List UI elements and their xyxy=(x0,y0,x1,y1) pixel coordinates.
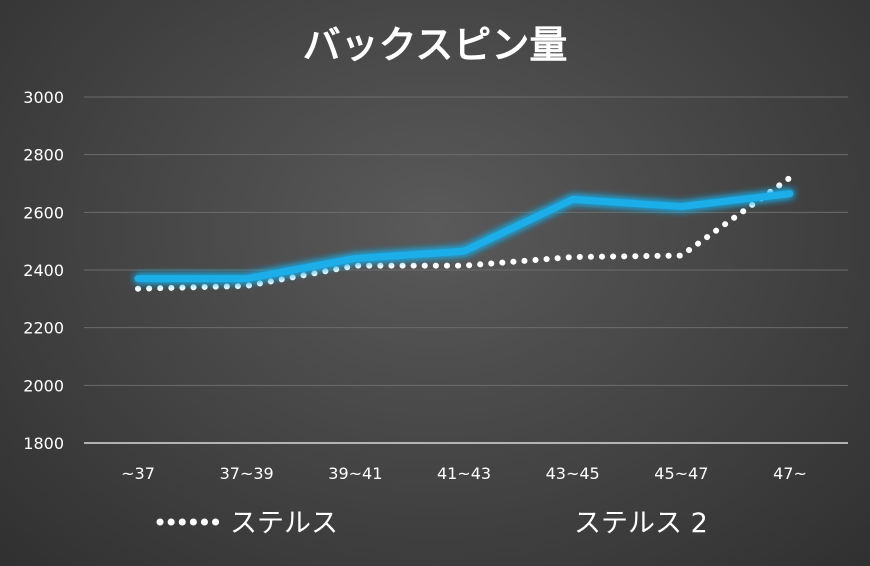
x-axis-ticks: ~37 37~39 39~41 41~43 43~45 45~47 47~ xyxy=(121,464,807,483)
y-tick-label: 3000 xyxy=(23,88,64,107)
x-tick-label: 43~45 xyxy=(546,464,600,483)
data-point xyxy=(790,177,791,178)
y-tick-label: 2400 xyxy=(23,261,64,280)
x-tick-label: ~37 xyxy=(121,464,155,483)
data-point xyxy=(138,278,139,279)
data-point xyxy=(572,199,573,200)
x-tick-label: 41~43 xyxy=(437,464,491,483)
data-point xyxy=(464,251,465,252)
data-point xyxy=(681,206,682,207)
chart-title: バックスピン量 xyxy=(303,23,568,67)
data-point xyxy=(355,265,356,266)
legend-label-2: ステルス 2 xyxy=(574,508,708,539)
y-tick-label: 2200 xyxy=(23,319,64,338)
series-lines xyxy=(134,174,794,292)
data-point xyxy=(355,258,356,259)
x-tick-label: 47~ xyxy=(773,464,807,483)
y-tick-label: 2800 xyxy=(23,146,64,165)
x-tick-label: 45~47 xyxy=(654,464,708,483)
series-line-1 xyxy=(135,174,793,292)
data-point xyxy=(572,257,573,258)
grid-lines xyxy=(84,96,848,444)
x-tick-label: 37~39 xyxy=(220,464,274,483)
series-line-2 xyxy=(134,190,794,283)
data-point xyxy=(246,285,247,286)
x-tick-label: 39~41 xyxy=(328,464,382,483)
data-point xyxy=(681,255,682,256)
legend-label-1: ステルス xyxy=(230,508,338,539)
y-tick-label: 1800 xyxy=(23,434,64,453)
y-tick-label: 2000 xyxy=(23,376,64,395)
data-point xyxy=(138,288,139,289)
data-point xyxy=(790,193,791,194)
data-point xyxy=(464,265,465,266)
legend: ステルス ステルス 2 xyxy=(156,508,708,539)
data-point xyxy=(246,278,247,279)
y-tick-label: 2600 xyxy=(23,203,64,222)
y-axis-ticks: 1800 2000 2200 2400 2600 2800 3000 xyxy=(23,88,64,453)
